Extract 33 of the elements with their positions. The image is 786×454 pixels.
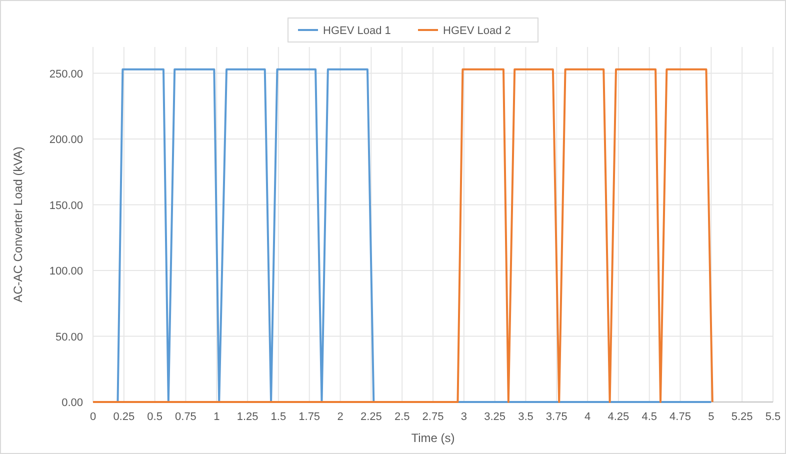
x-axis-title: Time (s) — [411, 431, 455, 445]
x-tick-label: 1.5 — [270, 411, 286, 423]
y-axis-title: AC-AC Converter Load (kVA) — [11, 146, 25, 302]
x-tick-label: 4.75 — [670, 411, 691, 423]
y-tick-label: 250.00 — [49, 68, 83, 80]
x-tick-label: 3.5 — [518, 411, 534, 423]
x-tick-label: 3.75 — [546, 411, 568, 423]
x-tick-label: 5.25 — [731, 411, 753, 423]
x-tick-label: 3 — [460, 411, 467, 423]
x-tick-label: 5 — [708, 411, 714, 423]
x-tick-label: 2.5 — [394, 411, 410, 423]
x-tick-label: 4 — [584, 411, 591, 423]
legend-label: HGEV Load 1 — [323, 25, 391, 37]
x-tick-label: 0.25 — [113, 411, 135, 423]
x-tick-label: 5.5 — [765, 411, 781, 423]
x-tick-label: 0.5 — [147, 411, 162, 423]
x-tick-label: 2 — [337, 411, 344, 423]
x-tick-label: 4.5 — [642, 411, 658, 423]
x-tick-label: 4.25 — [608, 411, 630, 423]
y-tick-label: 150.00 — [49, 200, 83, 212]
x-tick-label: 2.25 — [360, 411, 382, 423]
x-tick-label: 0 — [90, 411, 96, 423]
x-tick-label: 2.75 — [422, 411, 444, 423]
y-tick-label: 50.00 — [55, 331, 83, 344]
y-tick-label: 200.00 — [49, 134, 83, 146]
y-tick-label: 0.00 — [62, 397, 83, 409]
y-tick-label: 100.00 — [49, 266, 83, 278]
legend-label: HGEV Load 2 — [443, 25, 511, 37]
x-tick-label: 3.25 — [484, 411, 506, 423]
x-tick-label: 1.75 — [298, 411, 320, 423]
x-tick-label: 1.25 — [236, 411, 258, 423]
x-tick-label: 0.75 — [175, 411, 196, 423]
x-tick-label: 1 — [214, 411, 220, 423]
